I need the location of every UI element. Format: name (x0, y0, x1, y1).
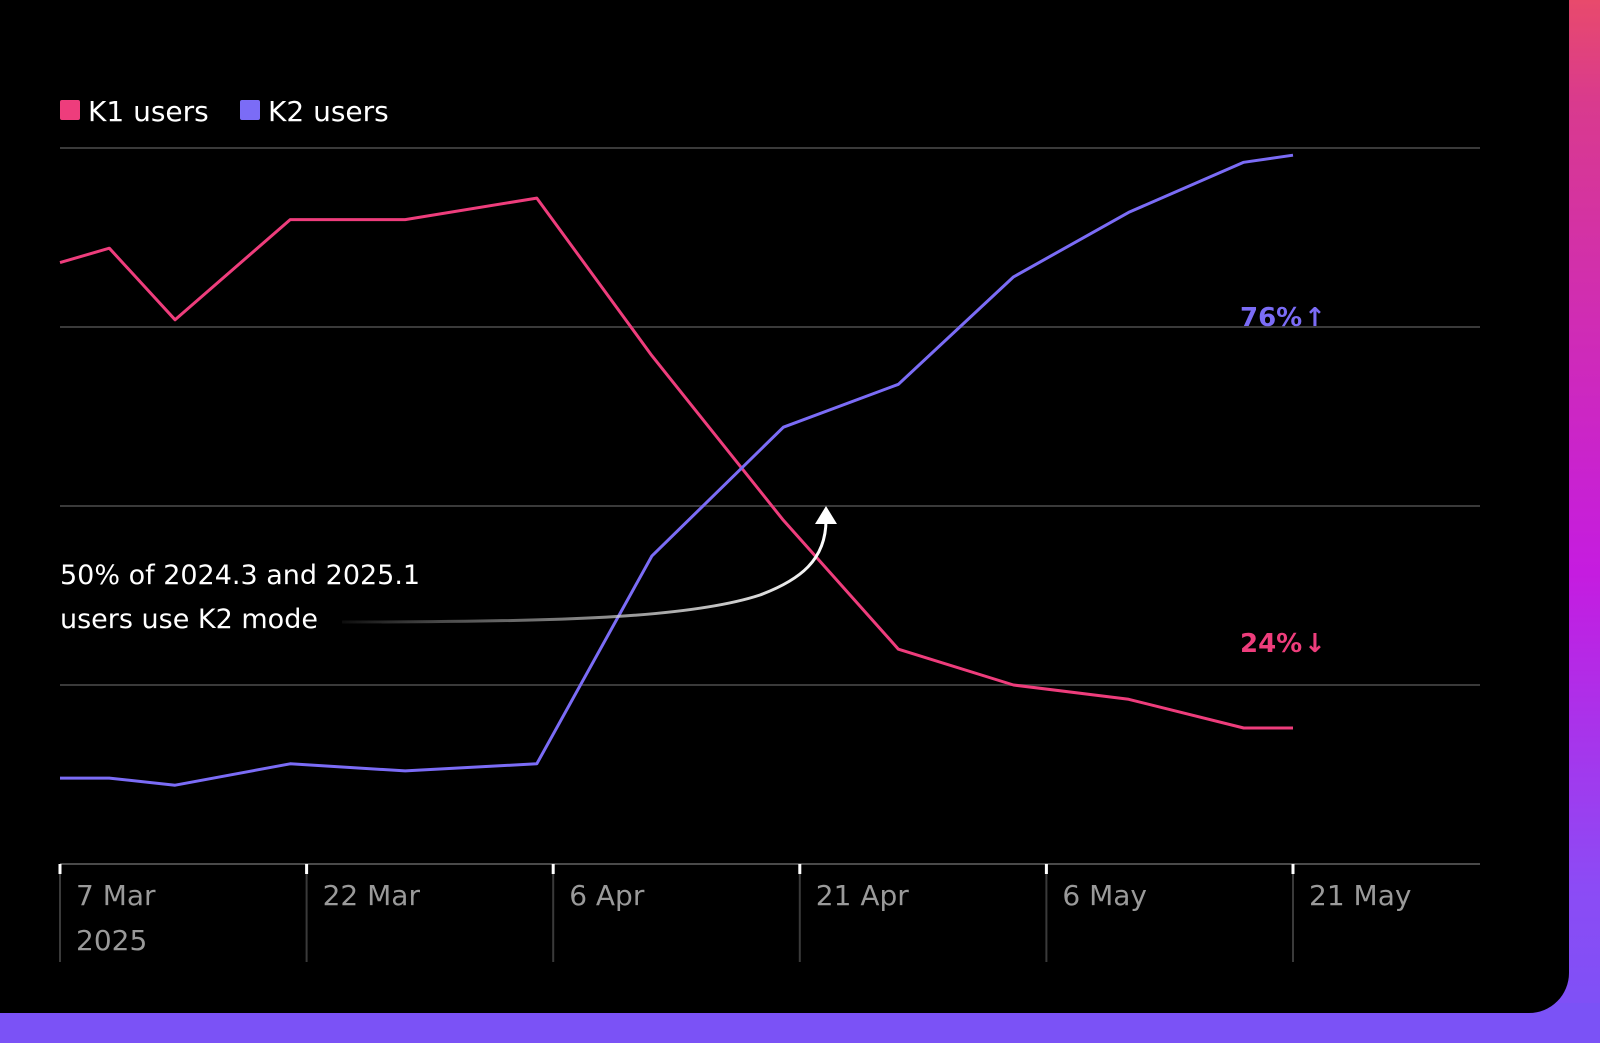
legend-label-k2: K2 users (268, 95, 389, 128)
x-tick-label: 6 Apr (569, 879, 645, 912)
end-label-k2-value: 76% (1240, 303, 1302, 333)
x-tick-label: 21 May (1309, 879, 1411, 912)
x-tick-sublabel: 2025 (76, 924, 147, 957)
end-label-k2: 76% ↑ (1240, 303, 1326, 333)
gridlines (60, 147, 1480, 686)
x-tick-label: 7 Mar (76, 879, 156, 912)
x-tick-label: 21 Apr (816, 879, 909, 912)
series-line-k2-users (60, 153, 1294, 787)
legend: K1 users K2 users (60, 95, 389, 128)
series-line-k1-users (59, 196, 1293, 730)
end-label-k1-value: 24% (1240, 629, 1302, 659)
x-tick-label: 22 Mar (323, 879, 421, 912)
arrow-up-icon: ↑ (1304, 303, 1326, 333)
legend-label-k1: K1 users (88, 95, 209, 128)
annotation-arrow-line (341, 519, 828, 624)
x-axis-ticks: 7 Mar 2025 22 Mar 6 Apr 21 Apr 6 May 21 May (58, 864, 1411, 962)
line-chart: K1 users K2 users 50% of 2024.3 and 2025… (58, 95, 1480, 962)
annotation-line-1: 50% of 2024.3 and 2025.1 (60, 560, 420, 591)
chart-card: K1 users K2 users 50% of 2024.3 and 2025… (0, 0, 1569, 1013)
x-tick-label: 6 May (1062, 879, 1147, 912)
annotation-line-2: users use K2 mode (60, 604, 318, 635)
legend-swatch-k1 (60, 100, 80, 120)
annotation: 50% of 2024.3 and 2025.1 users use K2 mo… (60, 506, 837, 635)
annotation-arrowhead-icon (815, 506, 837, 524)
arrow-down-icon: ↓ (1304, 629, 1326, 659)
end-label-k1: 24% ↓ (1240, 629, 1326, 659)
legend-swatch-k2 (240, 100, 260, 120)
